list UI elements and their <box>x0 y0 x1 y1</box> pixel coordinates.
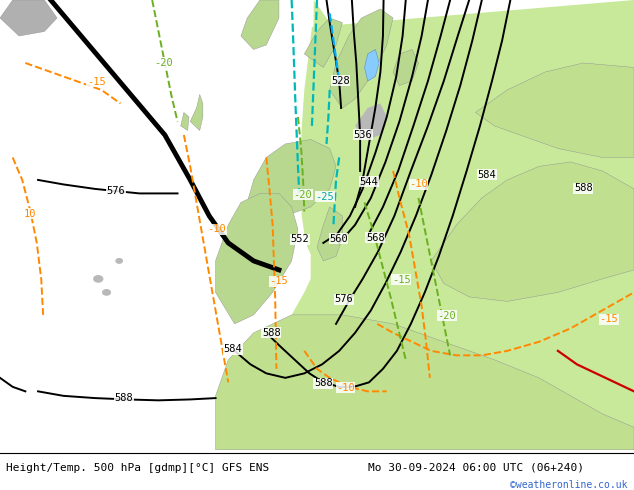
Text: 536: 536 <box>353 130 372 140</box>
Polygon shape <box>247 140 336 216</box>
Text: Height/Temp. 500 hPa [gdmp][°C] GFS ENS: Height/Temp. 500 hPa [gdmp][°C] GFS ENS <box>6 463 269 473</box>
Text: -15: -15 <box>599 315 618 324</box>
Text: 560: 560 <box>329 234 348 244</box>
Polygon shape <box>476 63 634 157</box>
Text: -10: -10 <box>409 179 428 190</box>
Text: -15: -15 <box>392 275 411 285</box>
Polygon shape <box>431 162 634 301</box>
Text: 576: 576 <box>107 186 126 196</box>
Polygon shape <box>355 103 387 140</box>
Polygon shape <box>216 315 634 450</box>
Text: 10: 10 <box>24 209 37 219</box>
Text: 544: 544 <box>359 177 378 187</box>
Text: -10: -10 <box>207 224 226 234</box>
Text: 584: 584 <box>477 170 496 179</box>
Text: -15: -15 <box>87 77 106 87</box>
Text: -20: -20 <box>437 311 456 321</box>
Text: -20: -20 <box>294 190 313 200</box>
Polygon shape <box>241 0 279 49</box>
Polygon shape <box>222 0 634 450</box>
Polygon shape <box>317 207 342 261</box>
Text: 576: 576 <box>334 294 353 304</box>
Polygon shape <box>365 49 379 81</box>
Text: 568: 568 <box>366 232 385 243</box>
Text: 588: 588 <box>114 393 133 403</box>
Polygon shape <box>181 113 189 130</box>
Text: ©weatheronline.co.uk: ©weatheronline.co.uk <box>510 480 628 490</box>
Text: 552: 552 <box>290 234 309 245</box>
Text: 584: 584 <box>223 344 242 354</box>
Text: 588: 588 <box>574 183 593 193</box>
Polygon shape <box>0 0 57 36</box>
Circle shape <box>94 276 103 282</box>
Polygon shape <box>330 9 393 108</box>
Text: -25: -25 <box>315 192 334 201</box>
Circle shape <box>116 259 122 263</box>
Circle shape <box>103 290 110 295</box>
Text: 528: 528 <box>331 76 350 86</box>
Polygon shape <box>393 49 418 85</box>
Polygon shape <box>216 194 298 324</box>
Text: 588: 588 <box>314 378 333 388</box>
Polygon shape <box>190 95 203 130</box>
Text: -20: -20 <box>154 58 173 68</box>
Text: 588: 588 <box>262 328 281 338</box>
Text: -15: -15 <box>269 276 288 286</box>
Polygon shape <box>304 18 342 68</box>
Text: -10: -10 <box>336 383 355 393</box>
Text: Mo 30-09-2024 06:00 UTC (06+240): Mo 30-09-2024 06:00 UTC (06+240) <box>368 463 584 473</box>
